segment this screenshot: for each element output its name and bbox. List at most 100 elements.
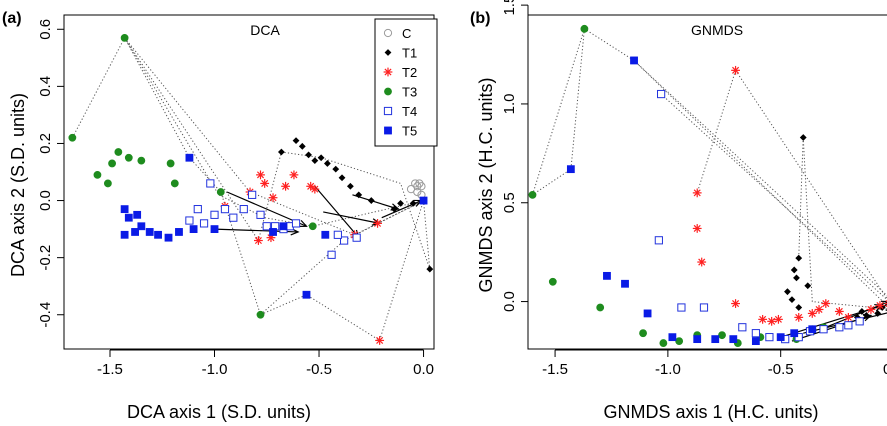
convex-hull-line [802,137,887,310]
point-t3 [308,222,317,231]
point-t2 [260,179,270,188]
point-t1 [788,296,796,303]
point-t2 [731,299,740,308]
point-t4 [657,89,666,99]
legend-item-t4: T4 [383,104,417,119]
point-t3 [675,337,684,345]
y-tick-label: 0.0 [37,190,54,211]
point-t3 [216,188,225,196]
point-t1 [317,154,325,162]
point-t2 [807,309,817,318]
point-t2 [254,236,263,245]
x-tick-label: -0.5 [768,361,794,378]
point-t5 [751,337,760,345]
point-t4 [239,205,248,214]
point-t5 [145,228,154,236]
legend-label: T5 [402,124,417,139]
point-t2 [866,305,876,314]
legend: C T1 T2 T3 T4 T5 [374,18,438,147]
point-t5 [154,230,162,239]
x-tick-label: -1.5 [542,361,568,378]
point-t4 [794,333,803,342]
point-t2 [289,170,299,180]
panel-b-points [528,24,887,347]
point-t4 [819,325,828,334]
y-tick-label: 0.6 [37,19,54,40]
point-t1 [338,174,346,182]
x-tick-label: 0.0 [413,361,434,378]
point-t1 [346,182,354,190]
convex-hull-line [633,60,887,307]
legend-marker-c [383,28,393,38]
point-t5 [164,233,173,242]
point-t2 [774,314,783,324]
point-t4 [699,303,709,312]
point-t5 [729,335,738,344]
point-t4 [262,222,271,231]
point-t3 [718,331,726,340]
convex-hull-line [696,70,737,194]
point-t3 [528,190,537,199]
point-t1 [390,205,398,213]
point-t5 [776,333,785,342]
point-t1 [278,148,285,156]
convex-hull-line [71,36,431,342]
point-t3 [68,133,77,142]
point-t4 [185,216,194,225]
point-t3 [580,24,589,33]
point-t5 [210,225,219,234]
point-t5 [133,210,142,219]
point-t4 [291,219,301,228]
point-t2 [834,307,844,316]
point-t3 [124,153,133,162]
panel-b-letter: (b) [470,10,490,27]
panel-a-points [68,33,434,345]
y-tick-label: -0.4 [37,302,54,328]
point-t1 [305,151,312,159]
point-t1 [426,265,434,273]
panel-b-y-axis: 0.0 0.5 1.0 1.5 [501,0,529,312]
point-t5 [137,222,146,231]
point-t4 [210,210,219,219]
point-t4 [835,323,844,332]
point-t2 [875,301,885,310]
legend-box [374,18,438,147]
point-t2 [310,184,320,194]
legend-marker-t4 [383,106,393,116]
point-t3 [137,156,146,165]
point-t1 [793,274,800,282]
point-t3 [596,303,605,312]
point-t4 [199,219,209,228]
convex-hull-line [735,70,887,300]
y-tick-label: 0.5 [501,192,518,213]
point-c [417,182,426,191]
point-t5 [603,271,611,280]
point-t1 [795,254,803,262]
panel-a-x-axis: -1.5 -1.0 -0.5 0.0 [97,349,434,378]
point-t4 [256,210,265,219]
convex-hull-line [124,37,424,236]
point-t3 [120,33,129,42]
point-t1 [874,310,882,317]
legend-item-c: C [383,26,411,41]
point-t4 [677,303,686,312]
y-tick-label: 0.4 [37,76,54,97]
point-t1 [795,304,803,311]
point-t5 [321,230,330,239]
panel-b-x-label: GNMDS axis 1 (H.C. units) [603,402,818,422]
convex-hull-line [260,200,424,316]
legend-label: T2 [402,65,417,80]
point-t3 [166,159,175,168]
point-t1 [311,157,319,164]
point-t2 [281,181,290,191]
legend-label: T4 [402,104,417,119]
point-t5 [120,230,129,239]
point-t1 [298,142,306,150]
panel-b: (b) GNMDS -1.5 -1.0 -0.5 0.0 0.0 0.5 1.0 1.5 G… [470,0,887,422]
legend-marker-t5 [384,126,392,135]
convex-hull-line [532,28,585,196]
point-t4 [327,250,336,259]
point-t2 [373,218,382,228]
legend-label: T3 [402,85,417,100]
